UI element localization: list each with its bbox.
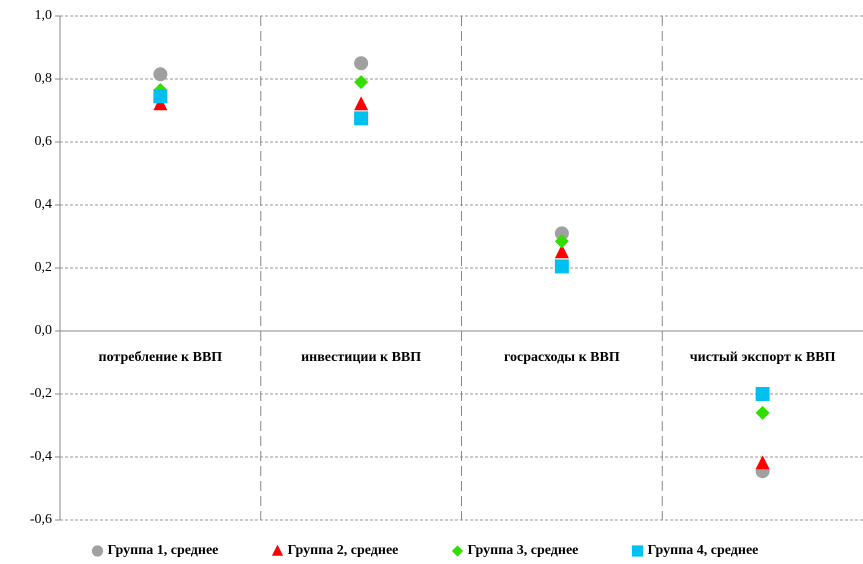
data-point — [554, 226, 569, 241]
legend-marker — [271, 544, 284, 556]
y-tick-label: -0,6 — [30, 512, 52, 527]
legend-marker — [451, 545, 464, 557]
y-tick-label: -0,4 — [30, 449, 52, 464]
data-point — [354, 75, 369, 90]
data-point — [554, 234, 569, 249]
y-tick-label: 0,8 — [35, 71, 53, 86]
legend-label: Группа 2, среднее — [288, 543, 399, 558]
y-tick-label: 0,0 — [35, 323, 53, 338]
x-tick-label: потребление к ВВП — [99, 350, 223, 365]
data-point — [153, 67, 168, 82]
data-point — [554, 259, 569, 274]
data-point — [354, 56, 369, 71]
x-tick-label: госрасходы к ВВП — [504, 350, 620, 365]
legend-label: Группа 1, среднее — [108, 543, 219, 558]
data-point — [554, 244, 569, 259]
data-point — [755, 405, 770, 420]
legend-marker — [91, 545, 104, 557]
data-point — [153, 89, 168, 104]
y-tick-label: 0,4 — [35, 197, 53, 212]
data-point — [354, 111, 369, 126]
x-tick-label: инвестиции к ВВП — [301, 350, 421, 365]
data-point — [755, 387, 770, 401]
x-tick-label: чистый экспорт к ВВП — [690, 350, 836, 365]
y-tick-label: 1,0 — [35, 8, 53, 23]
y-tick-label: 0,2 — [35, 260, 53, 275]
data-point — [354, 96, 369, 111]
y-tick-label: 0,6 — [35, 134, 53, 149]
y-tick-label: -0,2 — [30, 386, 52, 401]
legend-label: Группа 4, среднее — [648, 543, 759, 558]
legend-label: Группа 3, среднее — [468, 543, 579, 558]
data-point — [755, 455, 770, 470]
legend-marker — [631, 545, 644, 557]
